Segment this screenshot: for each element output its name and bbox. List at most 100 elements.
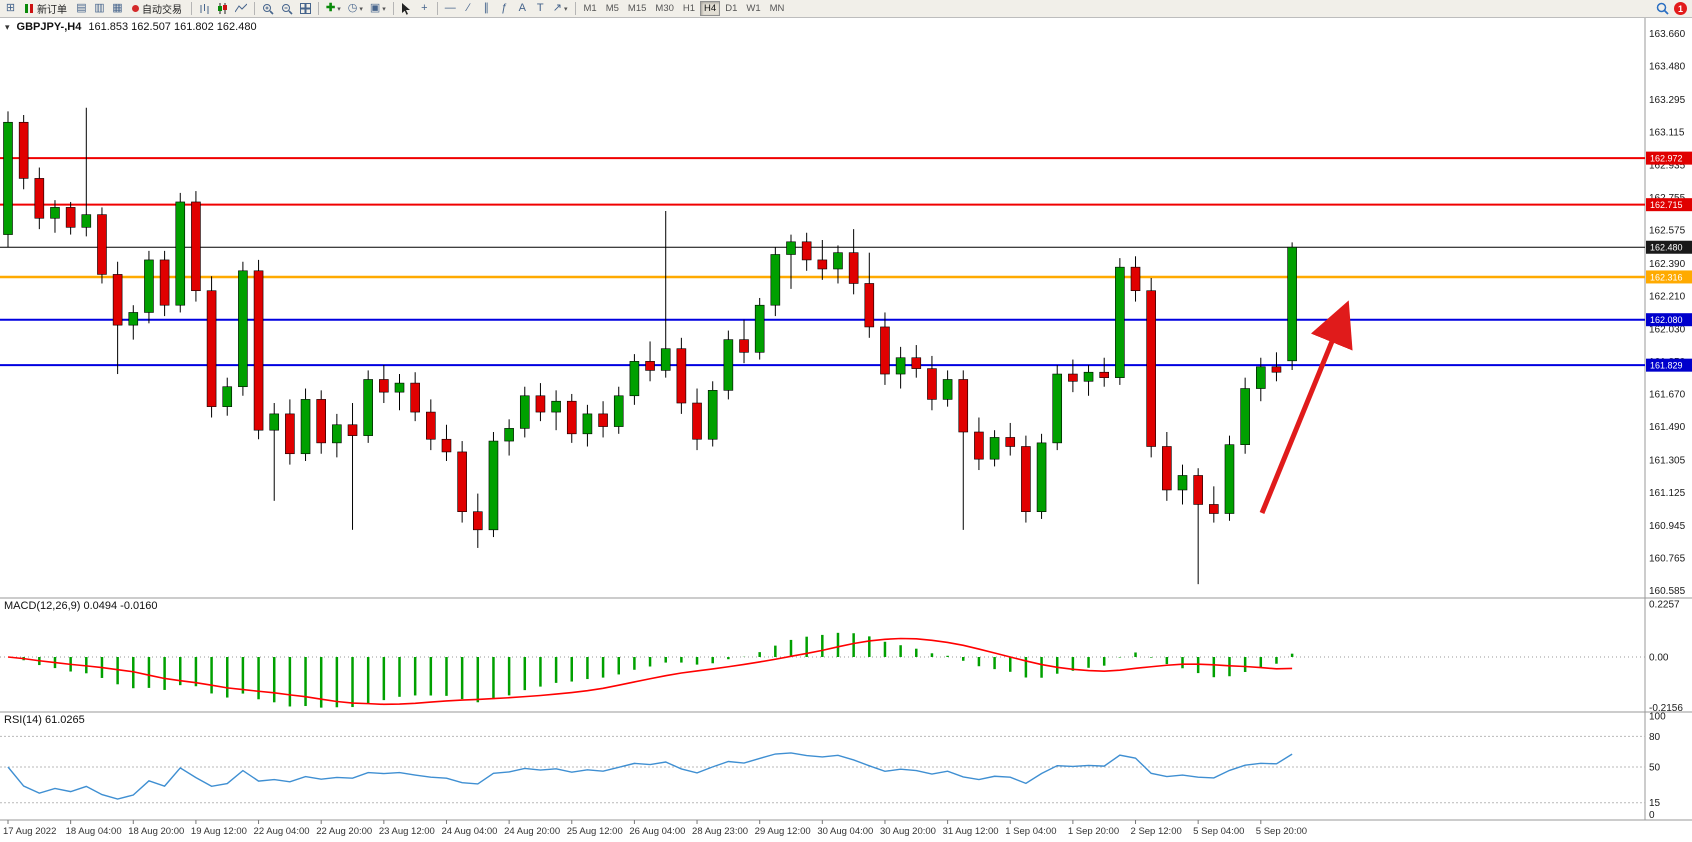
candle-up <box>300 399 311 455</box>
zoom-in-button[interactable] <box>259 1 277 16</box>
candle-up <box>1240 388 1250 445</box>
candle-up <box>989 437 1000 460</box>
tf-m30-button[interactable]: M30 <box>651 1 677 16</box>
time-axis-label: 18 Aug 20:00 <box>128 826 184 837</box>
templates-button[interactable]: ▣ ▾ <box>367 1 389 16</box>
price-axis-label: 161.490 <box>1649 422 1686 433</box>
tf-w1-button[interactable]: W1 <box>742 1 764 16</box>
tf-m15-button[interactable]: M15 <box>624 1 650 16</box>
price-axis-label: 162.030 <box>1649 324 1686 335</box>
indicators-button[interactable]: ✚ ▾ <box>323 1 344 16</box>
candle-up <box>1256 366 1266 389</box>
price-axis-label: 162.210 <box>1649 292 1686 303</box>
text-icon: A <box>518 2 526 14</box>
horizontal-line-button[interactable]: — <box>442 1 459 16</box>
candle-down <box>97 214 107 275</box>
time-axis-label: 5 Sep 04:00 <box>1193 826 1244 837</box>
text-button[interactable]: A <box>514 1 531 16</box>
templates-icon: ▣ <box>369 2 381 14</box>
new-order-button[interactable]: 新订单 <box>20 1 72 16</box>
candle-down <box>410 382 420 413</box>
channel-button[interactable]: ∥ <box>478 1 495 16</box>
candle-up <box>707 390 718 440</box>
time-axis-label: 31 Aug 12:00 <box>943 826 999 837</box>
candle-up <box>942 379 953 400</box>
candle-up <box>770 254 781 306</box>
time-axis-label: 22 Aug 20:00 <box>316 826 372 837</box>
candle-down <box>801 241 812 261</box>
toolbar-separator <box>254 2 255 15</box>
trend-arrow[interactable] <box>1259 300 1353 514</box>
price-tag-label: 162.316 <box>1650 272 1683 282</box>
candle-up <box>786 241 796 255</box>
search-icon[interactable] <box>1656 2 1669 15</box>
toolbar-separator <box>318 2 319 15</box>
toolbar-separator <box>574 2 576 15</box>
price-tag-label: 162.480 <box>1650 243 1683 253</box>
candle-down <box>472 511 483 531</box>
one-click-trading-toggle[interactable]: ▾ <box>5 21 10 32</box>
fibonacci-button[interactable]: ƒ <box>496 1 513 16</box>
tf-mn-button[interactable]: MN <box>766 1 789 16</box>
new-chart-button[interactable]: ⊞ <box>2 1 19 16</box>
time-axis-label: 17 Aug 2022 <box>3 826 56 837</box>
bar-chart-button[interactable] <box>196 1 213 16</box>
candle-up <box>1036 442 1047 513</box>
text-label-button[interactable]: T <box>532 1 549 16</box>
market-watch-button[interactable]: ▥ <box>91 1 108 16</box>
zoom-in-icon <box>263 3 274 15</box>
candle-down <box>1162 446 1172 491</box>
tf-m1-button[interactable]: M1 <box>580 1 601 16</box>
candle-down <box>817 259 828 270</box>
toolbar-separator <box>436 2 438 15</box>
clock-icon: ◷ <box>347 2 358 14</box>
periods-button[interactable]: ◷ ▾ <box>345 1 366 16</box>
rsi-axis-label: 50 <box>1649 763 1661 774</box>
crosshair-icon: + <box>421 2 428 14</box>
time-axis-label: 30 Aug 20:00 <box>880 826 936 837</box>
price-axis-label: 162.935 <box>1649 160 1686 171</box>
price-tag-label: 162.972 <box>1650 154 1683 164</box>
toolbar-separator <box>392 2 394 15</box>
new-order-icon <box>25 4 34 13</box>
zoom-out-button[interactable] <box>278 1 296 16</box>
tile-windows-icon <box>300 3 311 14</box>
time-axis-label: 5 Sep 20:00 <box>1256 826 1307 837</box>
candle-up <box>81 214 92 228</box>
candlestick-chart-button[interactable] <box>214 1 231 16</box>
candle-down <box>347 424 358 436</box>
candle-up <box>175 201 186 306</box>
price-axis-label: 163.295 <box>1649 95 1686 106</box>
autotrading-button[interactable]: 自动交易 <box>127 1 187 16</box>
symbol-period-label: GBPJPY-,H4 <box>16 21 82 33</box>
price-axis-label: 160.765 <box>1649 553 1686 564</box>
crosshair-button[interactable]: + <box>416 1 433 16</box>
new-chart-icon: ⊞ <box>5 2 16 14</box>
price-tag-label: 162.080 <box>1650 315 1683 325</box>
profiles-icon: ▤ <box>76 2 87 14</box>
tf-m5-button[interactable]: M5 <box>602 1 623 16</box>
profiles-button[interactable]: ▤ <box>73 1 90 16</box>
arrows-button[interactable]: ↗ ▾ <box>550 1 571 16</box>
text-label-icon: T <box>536 2 544 14</box>
candle-down <box>958 379 969 433</box>
time-axis-label: 24 Aug 04:00 <box>441 826 497 837</box>
tf-h4-button[interactable]: H4 <box>700 1 721 16</box>
rsi-axis-label: 100 <box>1649 712 1666 723</box>
candle-down <box>159 259 170 306</box>
trendline-button[interactable]: ∕ <box>460 1 477 16</box>
tf-d1-button[interactable]: D1 <box>721 1 741 16</box>
tf-h1-button[interactable]: H1 <box>679 1 699 16</box>
chevron-down-icon: ▾ <box>382 5 386 13</box>
tile-windows-button[interactable] <box>297 1 314 16</box>
notification-badge[interactable]: 1 <box>1674 2 1687 15</box>
chevron-down-icon: ▾ <box>359 5 363 13</box>
price-tag-label: 162.715 <box>1650 200 1683 210</box>
time-axis-label: 18 Aug 04:00 <box>66 826 122 837</box>
candle-down <box>457 451 467 513</box>
line-chart-button[interactable] <box>232 1 250 16</box>
cursor-button[interactable] <box>398 1 415 16</box>
terminal-button[interactable]: ▦ <box>109 1 126 16</box>
candle-down <box>1193 475 1203 505</box>
